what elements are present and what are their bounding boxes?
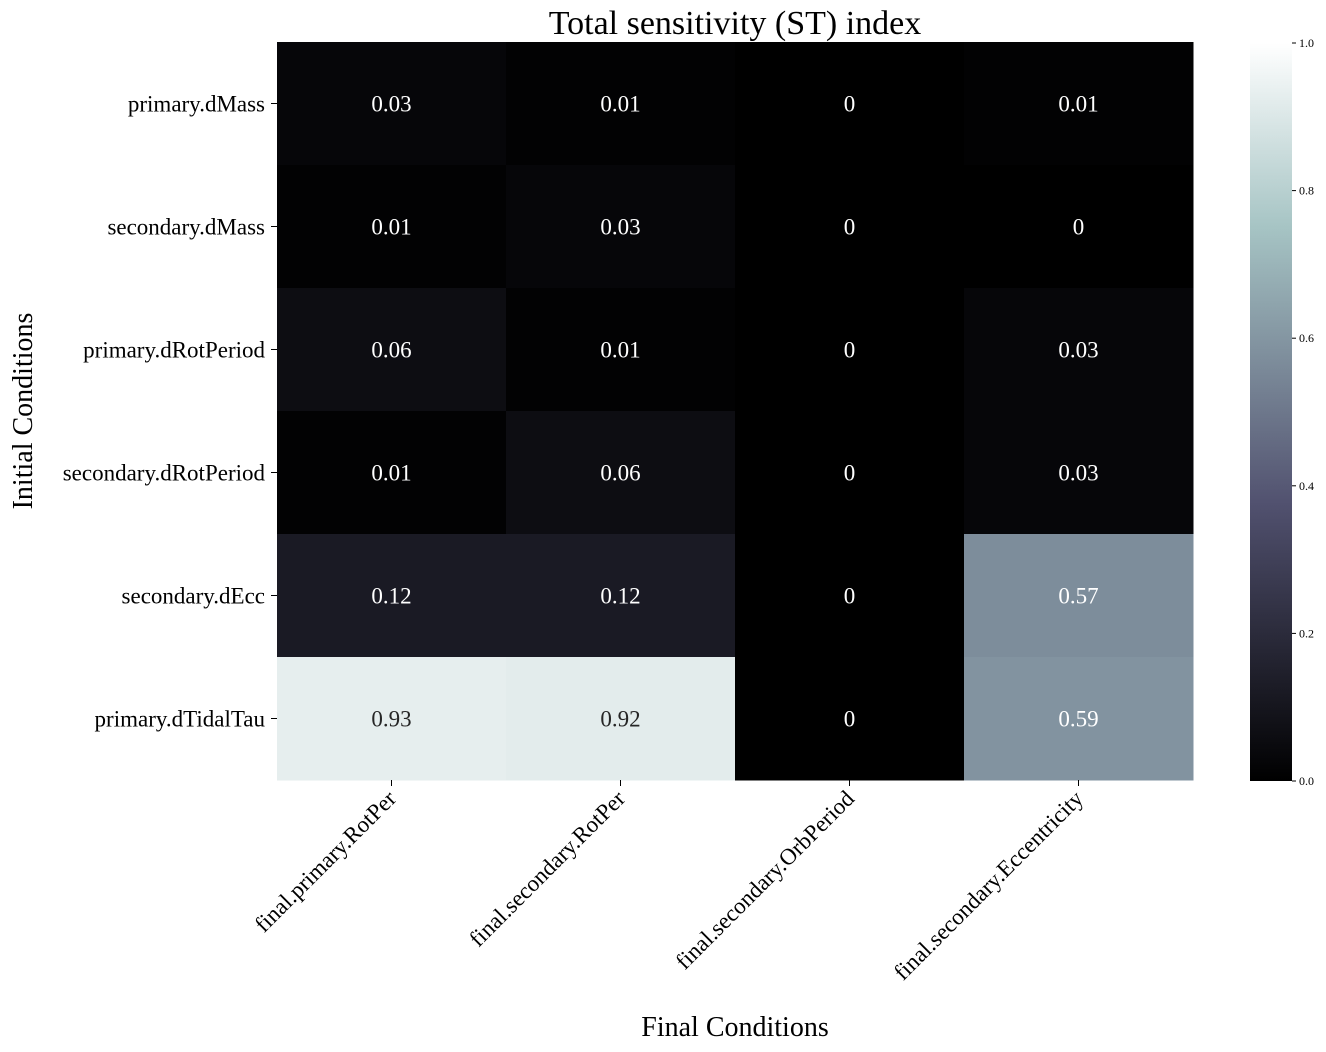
cell-value-label: 0 bbox=[844, 215, 856, 240]
cell-value-label: 0.57 bbox=[1058, 584, 1098, 609]
colorbar-tick-label: 0.0 bbox=[1299, 774, 1314, 788]
column-label: final.primary.RotPer bbox=[250, 786, 401, 937]
colorbar-ticks: 0.0 0.2 0.4 0.6 0.8 1.0 bbox=[1292, 36, 1314, 788]
cell-value-label: 0 bbox=[1073, 215, 1085, 240]
cell-value-label: 0.59 bbox=[1058, 707, 1098, 732]
heatmap-cells: 0.03 0.01 0 0.01 0.01 0.03 0 0 0.06 0.01 0 0.03 0.01… bbox=[277, 42, 1194, 781]
column-label: final.secondary.OrbPeriod bbox=[671, 786, 860, 975]
y-axis-label: Initial Conditions bbox=[8, 313, 39, 510]
cell-value-label: 0.01 bbox=[371, 461, 411, 486]
cell-value-label: 0 bbox=[844, 584, 856, 609]
cell-value-label: 0.03 bbox=[371, 92, 411, 117]
row-label: secondary.dRotPeriod bbox=[63, 461, 266, 486]
row-label: secondary.dEcc bbox=[122, 584, 265, 609]
row-label: secondary.dMass bbox=[107, 215, 265, 240]
cell-value-label: 0 bbox=[844, 461, 856, 486]
cell-value-label: 0.12 bbox=[600, 584, 640, 609]
column-label: final.secondary.RotPer bbox=[464, 786, 630, 952]
column-label: final.secondary.Eccentricity bbox=[889, 786, 1088, 985]
cell-value-label: 0 bbox=[844, 707, 856, 732]
chart-title: Total sensitivity (ST) index bbox=[549, 5, 922, 42]
row-label: primary.dRotPeriod bbox=[83, 338, 265, 363]
cell-value-label: 0.01 bbox=[600, 92, 640, 117]
colorbar-tick-label: 0.8 bbox=[1299, 184, 1314, 198]
column-labels: final.primary.RotPer final.secondary.RotP… bbox=[250, 780, 1089, 985]
colorbar-tick-label: 0.6 bbox=[1299, 331, 1314, 345]
cell-value-label: 0.92 bbox=[600, 707, 640, 732]
colorbar bbox=[1250, 43, 1292, 781]
cell-value-label: 0.01 bbox=[1058, 92, 1098, 117]
cell-value-label: 0.06 bbox=[371, 338, 411, 363]
colorbar-tick-label: 0.2 bbox=[1299, 626, 1314, 640]
cell-value-label: 0.03 bbox=[1058, 338, 1098, 363]
cell-value-label: 0.12 bbox=[371, 584, 411, 609]
cell-value-label: 0.93 bbox=[371, 707, 411, 732]
cell-value-label: 0 bbox=[844, 338, 856, 363]
colorbar-tick-label: 1.0 bbox=[1299, 36, 1314, 50]
cell-value-label: 0.03 bbox=[600, 215, 640, 240]
cell-value-label: 0.01 bbox=[371, 215, 411, 240]
row-label: primary.dTidalTau bbox=[95, 707, 266, 732]
cell-value-label: 0.03 bbox=[1058, 461, 1098, 486]
cell-value-label: 0.01 bbox=[600, 338, 640, 363]
row-label: primary.dMass bbox=[128, 92, 265, 117]
cell-value-label: 0.06 bbox=[600, 461, 640, 486]
x-axis-label: Final Conditions bbox=[641, 1012, 828, 1043]
colorbar-tick-label: 0.4 bbox=[1299, 479, 1314, 493]
row-labels: primary.dMass secondary.dMass primary.dRot… bbox=[63, 92, 277, 732]
cell-value-label: 0 bbox=[844, 92, 856, 117]
